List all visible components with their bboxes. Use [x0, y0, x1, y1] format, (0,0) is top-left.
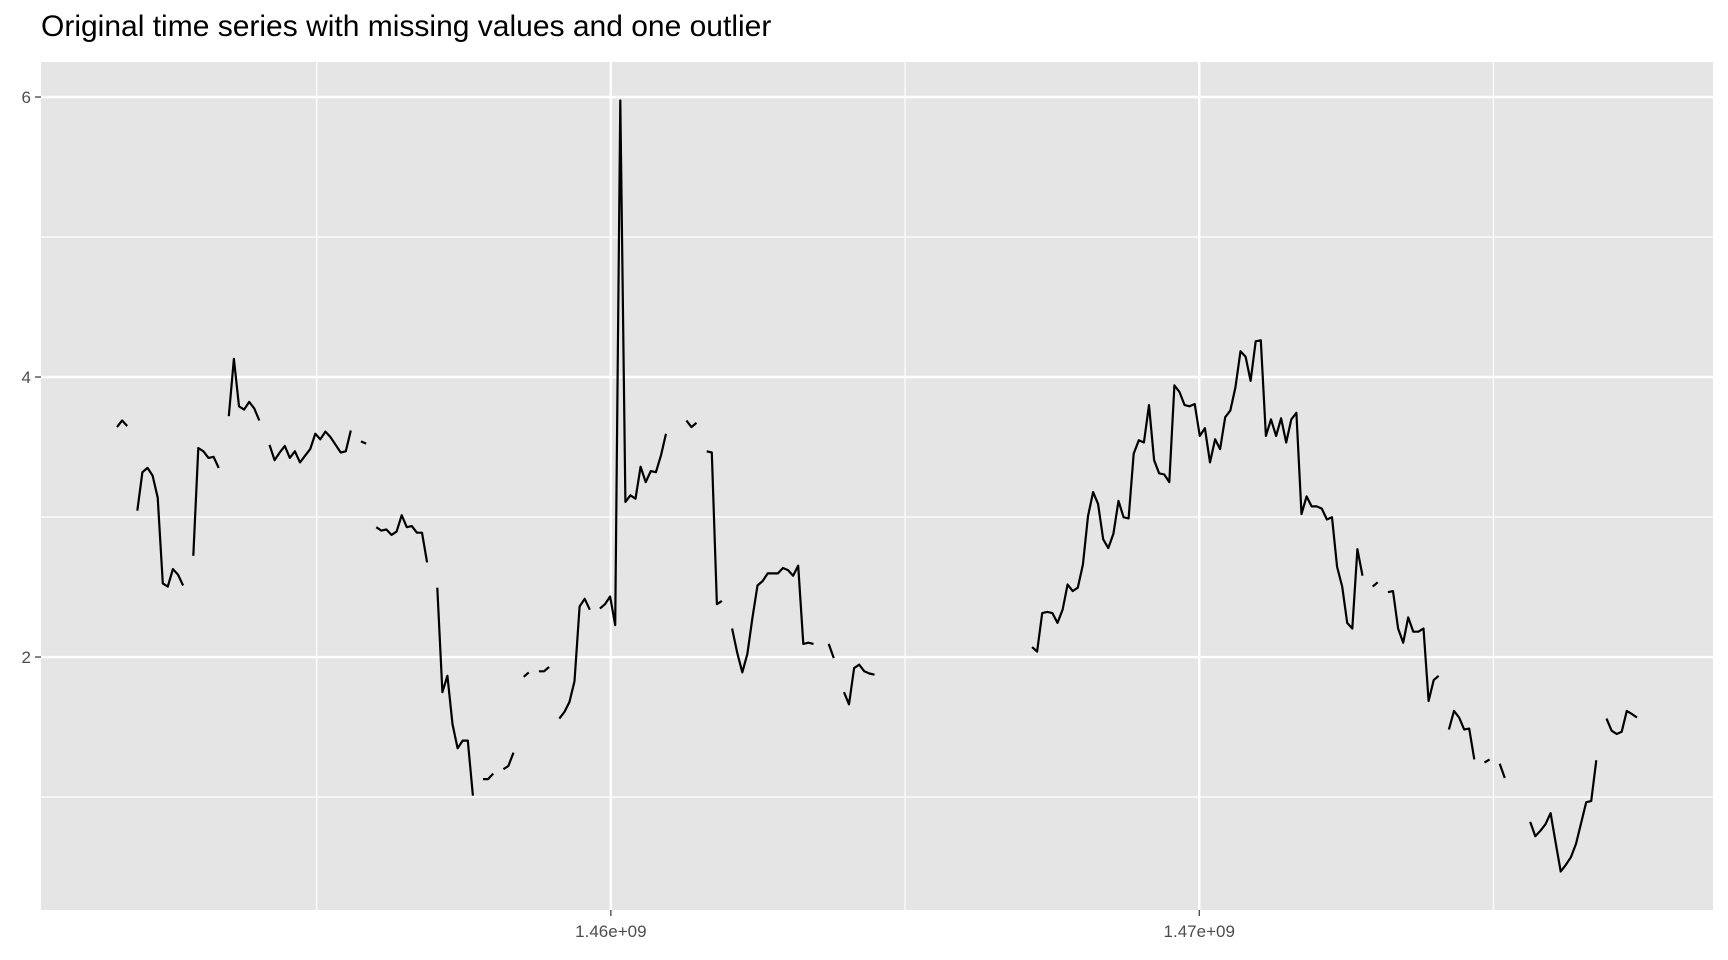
series-line-segment [1387, 590, 1440, 703]
chart-title: Original time series with missing values… [41, 10, 772, 43]
y-tick-label: 6 [22, 88, 31, 107]
series-line-segment [375, 514, 429, 563]
series-line-segment [731, 564, 814, 674]
series-line-segment [192, 446, 220, 556]
series-line-segment [227, 357, 261, 421]
series-line-segment [558, 597, 591, 720]
series-line-segment [538, 666, 550, 673]
series-line-segment [436, 587, 474, 796]
series-line-segment [842, 663, 875, 706]
series-line-segment [1483, 758, 1491, 764]
series-line-segment [116, 419, 129, 428]
series-line-segment [136, 466, 185, 588]
series-line-segment [1529, 760, 1598, 873]
x-tick-label: 1.46e+09 [575, 922, 646, 941]
series-line-segment [685, 419, 698, 429]
plot-panel [41, 62, 1713, 910]
series-line-segment [1498, 763, 1506, 779]
series-line-segment [502, 752, 515, 771]
major-gridlines [41, 62, 1713, 910]
series-line-segment [522, 671, 530, 678]
series-line-segment [1031, 339, 1364, 653]
series-line-segment [1447, 709, 1476, 760]
series-line-segment [827, 643, 835, 659]
y-tick-label: 4 [22, 368, 31, 387]
y-tick-label: 2 [22, 648, 31, 667]
x-tick-label: 1.47e+09 [1164, 922, 1235, 941]
minor-gridlines [41, 62, 1713, 910]
series-line-segment [599, 99, 668, 627]
axes: 1.46e+09 1.47e+09 2 4 6 [22, 88, 1235, 941]
series-line-segment [1605, 709, 1638, 736]
series-line [116, 99, 1638, 873]
series-line-segment [1371, 581, 1379, 588]
series-line-segment [706, 450, 723, 606]
series-line-segment [483, 772, 495, 781]
series-line-segment [268, 430, 352, 464]
series-line-segment [360, 440, 367, 445]
